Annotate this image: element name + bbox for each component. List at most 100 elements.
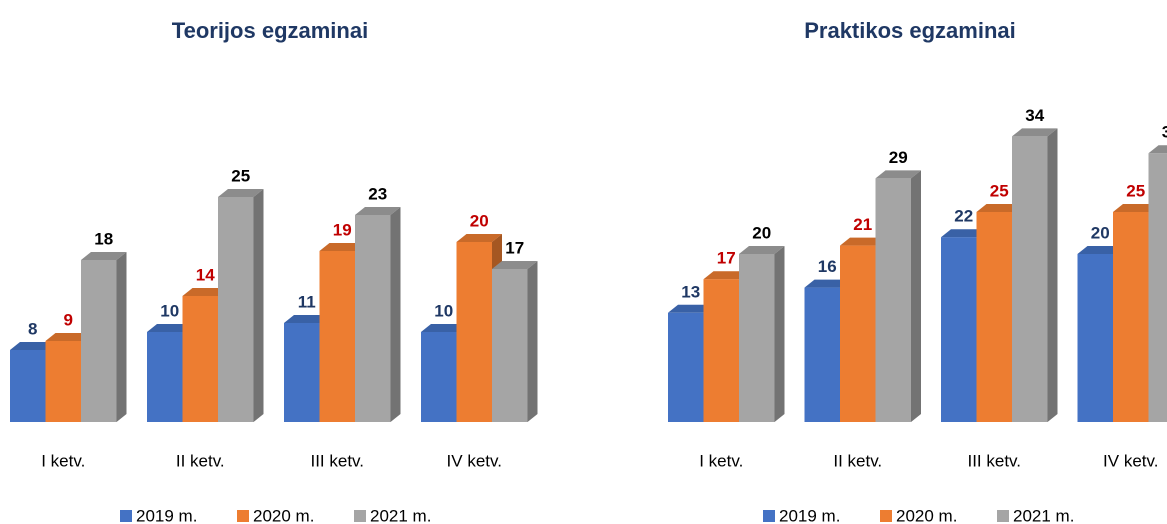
bar (10, 350, 46, 422)
bar-side-shade (774, 246, 785, 422)
data-label: 20 (752, 223, 771, 242)
bar-top (739, 246, 785, 254)
bar-side (911, 170, 921, 422)
bar-top (840, 237, 886, 246)
bar-side-shade (390, 207, 401, 422)
bar-top (703, 271, 749, 280)
charts: Teorijos egzaminai I ketv. 8 9 18 II ketv. 10 1… (10, 18, 1167, 524)
bar-top (1148, 145, 1167, 154)
data-label: 20 (1091, 223, 1110, 242)
legend-label: 2019 m. (779, 506, 840, 524)
data-label: 10 (160, 301, 179, 320)
bar-top-shade (739, 246, 785, 254)
bar-top (147, 324, 193, 332)
data-label: 29 (889, 148, 908, 167)
bar (1148, 153, 1167, 422)
bar-top (668, 304, 714, 313)
bar (804, 287, 840, 422)
bar-top (456, 234, 502, 242)
bar-top (45, 333, 91, 341)
x-tick-label: II ketv. (176, 451, 225, 470)
data-label: 19 (333, 220, 352, 239)
bar-top (355, 207, 401, 215)
bar (840, 245, 876, 422)
bar-top-shade (804, 279, 850, 288)
bar-top (421, 324, 467, 332)
bar-top-shade (668, 304, 714, 313)
bar-top-shade (10, 342, 56, 350)
bar-top (182, 288, 228, 296)
bar-side (253, 189, 264, 422)
bar (941, 237, 977, 422)
bar-top (10, 342, 56, 350)
bar-side-shade (1047, 128, 1058, 422)
legend-label: 2020 m. (896, 506, 957, 524)
legend-swatch (880, 510, 892, 522)
bar-top-shade (492, 261, 538, 269)
chart-title: Praktikos egzaminai (804, 18, 1016, 43)
data-label: 18 (94, 229, 113, 248)
data-label: 25 (231, 166, 250, 185)
bar (421, 332, 457, 422)
x-tick-label: I ketv. (41, 451, 85, 470)
data-label: 9 (64, 310, 73, 329)
bar-top-shade (81, 252, 127, 260)
bar-side (390, 207, 401, 422)
bar-top-shade (976, 204, 1022, 212)
data-label: 20 (470, 211, 489, 230)
bar-top (804, 279, 850, 288)
data-label: 17 (505, 238, 524, 257)
data-label: 11 (298, 292, 316, 311)
bar (319, 251, 355, 422)
bar (456, 242, 492, 422)
x-tick-label: IV ketv. (1103, 451, 1158, 470)
bar-side-shade (253, 189, 264, 422)
bar (1113, 212, 1149, 422)
bar-top (319, 243, 365, 251)
data-label: 13 (681, 282, 700, 301)
bar (147, 332, 183, 422)
bar-top (941, 229, 987, 238)
bar-top (1077, 246, 1123, 254)
bar-top-shade (218, 189, 264, 197)
bar (1012, 136, 1048, 422)
data-label: 8 (28, 319, 37, 338)
bar-top-shade (284, 315, 330, 323)
data-label: 34 (1025, 106, 1044, 125)
legend-swatch (354, 510, 366, 522)
legend-swatch (237, 510, 249, 522)
bar-side (116, 252, 127, 422)
data-label: 25 (990, 181, 1009, 200)
bar-top-shade (456, 234, 502, 242)
bar-top-shade (147, 324, 193, 332)
legend-label: 2019 m. (136, 506, 197, 524)
bar (355, 215, 391, 422)
x-tick-label: III ketv. (967, 451, 1021, 470)
bar (81, 260, 117, 422)
bar-top-shade (1077, 246, 1123, 254)
data-label: 17 (717, 249, 736, 268)
legend-swatch (997, 510, 1009, 522)
bar (182, 296, 218, 422)
bar (45, 341, 81, 422)
bar (284, 323, 320, 422)
bar-top-shade (182, 288, 228, 296)
data-label: 32 (1162, 123, 1167, 142)
bar-top-shade (840, 237, 886, 246)
bar-top (218, 189, 264, 197)
data-label: 16 (818, 257, 837, 276)
bar-top-shade (941, 229, 987, 238)
legend-swatch (120, 510, 132, 522)
data-label: 10 (434, 301, 453, 320)
bar-side-shade (911, 170, 921, 422)
bar-side (1047, 128, 1058, 422)
bar (875, 178, 911, 422)
bar-top (1012, 128, 1058, 137)
bar-top (492, 261, 538, 269)
bar-top (875, 170, 921, 179)
x-tick-label: III ketv. (310, 451, 364, 470)
x-tick-label: IV ketv. (447, 451, 502, 470)
bar-top-shade (875, 170, 921, 179)
bar (492, 269, 528, 422)
